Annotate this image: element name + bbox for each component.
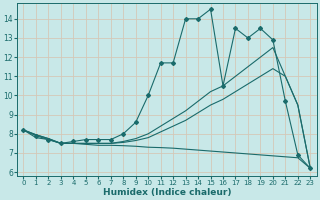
X-axis label: Humidex (Indice chaleur): Humidex (Indice chaleur) [103,188,231,197]
